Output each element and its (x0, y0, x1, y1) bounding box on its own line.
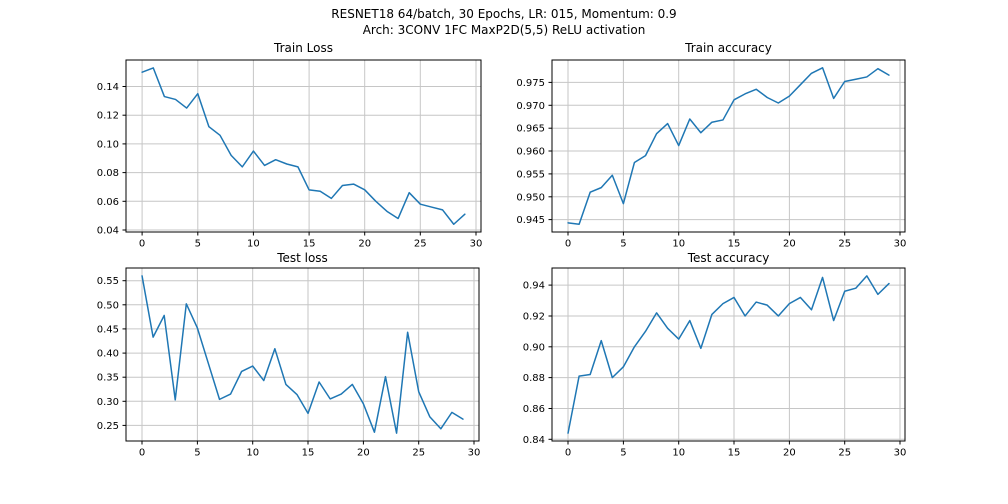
y-tick-label: 0.94 (523, 281, 545, 292)
chart-title: Train Loss (273, 41, 333, 55)
x-tick-label: 30 (468, 448, 481, 459)
chart-train-accuracy: 0 5 10 15 20 25 30 0.945 0.950 0.955 0.960 0.965 0.9… (516, 41, 907, 250)
y-tick-label: 0.86 (523, 404, 545, 415)
series-line (141, 67, 466, 225)
y-tick-label: 0.06 (97, 197, 119, 208)
x-tick-label: 15 (728, 448, 741, 459)
x-tick-label: 30 (894, 239, 907, 250)
y-tick-label: 0.955 (516, 169, 545, 180)
y-tick-label: 0.14 (97, 82, 119, 93)
chart-train-loss: 0 5 10 15 20 25 30 0.04 0.06 0.08 0.10 0.12 0.14 Trai… (97, 41, 483, 250)
x-tick-label: 10 (246, 448, 259, 459)
y-tick-label: 0.45 (97, 324, 119, 335)
x-tick-label: 25 (412, 448, 425, 459)
y-tick-label: 0.30 (97, 397, 119, 408)
x-tick-label: 25 (838, 239, 851, 250)
x-tick-label: 15 (728, 239, 741, 250)
chart-test-accuracy: 0 5 10 15 20 25 30 0.84 0.86 0.88 0.90 0.92 0.94 Test… (523, 252, 907, 459)
y-tick-label: 0.50 (97, 300, 119, 311)
x-tick-label: 20 (783, 239, 796, 250)
x-tick-label: 0 (565, 448, 571, 459)
suptitle-line-2: Arch: 3CONV 1FC MaxP2D(5,5) ReLU activat… (362, 23, 646, 37)
y-tick-label: 0.965 (516, 124, 545, 135)
y-tick-label: 0.88 (523, 373, 545, 384)
y-tick-label: 0.55 (97, 276, 119, 287)
series-line (567, 67, 890, 225)
axes-spines (551, 267, 906, 442)
axes-spines (125, 59, 482, 233)
y-tick-label: 0.92 (523, 312, 545, 323)
x-tick-label: 10 (672, 448, 685, 459)
suptitle-line-1: RESNET18 64/batch, 30 Epochs, LR: 015, M… (331, 7, 677, 21)
y-tick-label: 0.10 (97, 139, 119, 150)
chart-title: Train accuracy (684, 41, 772, 55)
x-tick-label: 30 (894, 448, 907, 459)
x-tick-label: 20 (358, 239, 371, 250)
x-tick-label: 15 (303, 239, 316, 250)
y-tick-label: 0.950 (516, 192, 545, 203)
y-tick-label: 0.975 (516, 78, 545, 89)
x-tick-label: 10 (672, 239, 685, 250)
y-tick-label: 0.970 (516, 101, 545, 112)
x-tick-label: 5 (620, 448, 626, 459)
x-tick-label: 10 (247, 239, 260, 250)
x-tick-label: 0 (139, 239, 145, 250)
y-tick-label: 0.08 (97, 168, 119, 179)
x-tick-label: 15 (302, 448, 315, 459)
series-line (567, 275, 890, 434)
chart-title: Test loss (276, 252, 328, 265)
y-tick-label: 0.960 (516, 147, 545, 158)
x-tick-label: 20 (783, 448, 796, 459)
x-tick-label: 0 (139, 448, 145, 459)
y-tick-label: 0.84 (523, 435, 545, 446)
x-tick-label: 5 (194, 448, 200, 459)
axes-spines (551, 59, 906, 233)
y-tick-label: 0.945 (516, 215, 545, 226)
figure-suptitle: RESNET18 64/batch, 30 Epochs, LR: 015, M… (0, 6, 1008, 38)
series-line (141, 275, 464, 434)
y-tick-label: 0.40 (97, 349, 119, 360)
x-tick-label: 25 (838, 448, 851, 459)
x-tick-label: 30 (470, 239, 483, 250)
x-tick-label: 25 (414, 239, 427, 250)
y-tick-label: 0.90 (523, 342, 545, 353)
x-tick-label: 5 (195, 239, 201, 250)
y-tick-label: 0.25 (97, 421, 119, 432)
axes-spines (125, 267, 480, 442)
y-tick-label: 0.04 (97, 226, 119, 237)
x-tick-label: 20 (357, 448, 370, 459)
x-tick-label: 5 (620, 239, 626, 250)
y-tick-label: 0.12 (97, 111, 119, 122)
chart-test-loss: 0 5 10 15 20 25 30 0.25 0.30 0.35 0.40 0.45 0.50 0.55… (97, 252, 481, 459)
x-tick-label: 0 (565, 239, 571, 250)
chart-title: Test accuracy (687, 252, 770, 265)
y-tick-label: 0.35 (97, 373, 119, 384)
